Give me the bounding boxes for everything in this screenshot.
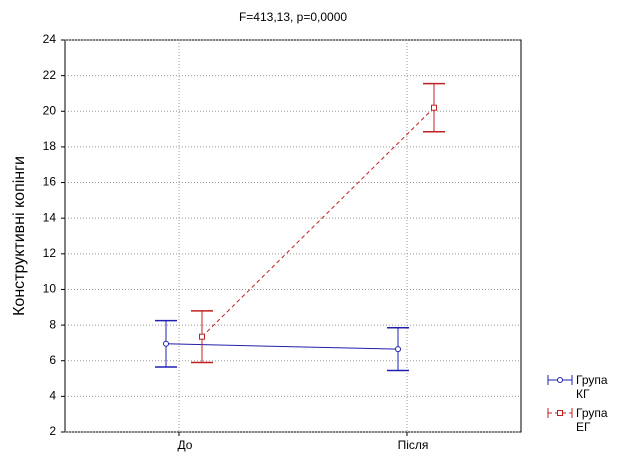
y-tick-label: 14 xyxy=(43,210,57,224)
series-line xyxy=(201,107,435,338)
legend-label: Група КГ xyxy=(576,373,608,401)
y-tick-label: 4 xyxy=(49,389,56,403)
y-tick-label: 20 xyxy=(43,103,57,117)
legend-marker xyxy=(557,377,563,383)
x-tick-label: Після xyxy=(398,438,429,452)
y-axis-label: Конструктивні копінги xyxy=(11,156,28,316)
marker xyxy=(163,340,169,347)
legend-marker xyxy=(557,410,563,416)
y-tick-label: 16 xyxy=(43,175,57,189)
series-line xyxy=(165,343,399,350)
y-tick-label: 12 xyxy=(43,246,57,260)
y-tick-label: 18 xyxy=(43,139,57,153)
legend-label: Група ЕГ xyxy=(576,406,608,434)
y-tick-label: 6 xyxy=(49,353,56,367)
chart-title: F=413,13, p=0,0000 xyxy=(239,10,347,24)
y-tick-label: 22 xyxy=(43,68,57,82)
y-tick-label: 8 xyxy=(49,317,56,331)
marker xyxy=(431,104,437,111)
y-tick-label: 24 xyxy=(43,32,57,46)
y-tick-label: 10 xyxy=(43,282,57,296)
plot-frame xyxy=(64,39,522,433)
x-tick-label: До xyxy=(178,438,193,452)
marker xyxy=(199,333,205,340)
y-tick-label: 2 xyxy=(49,424,56,438)
marker xyxy=(395,346,401,353)
